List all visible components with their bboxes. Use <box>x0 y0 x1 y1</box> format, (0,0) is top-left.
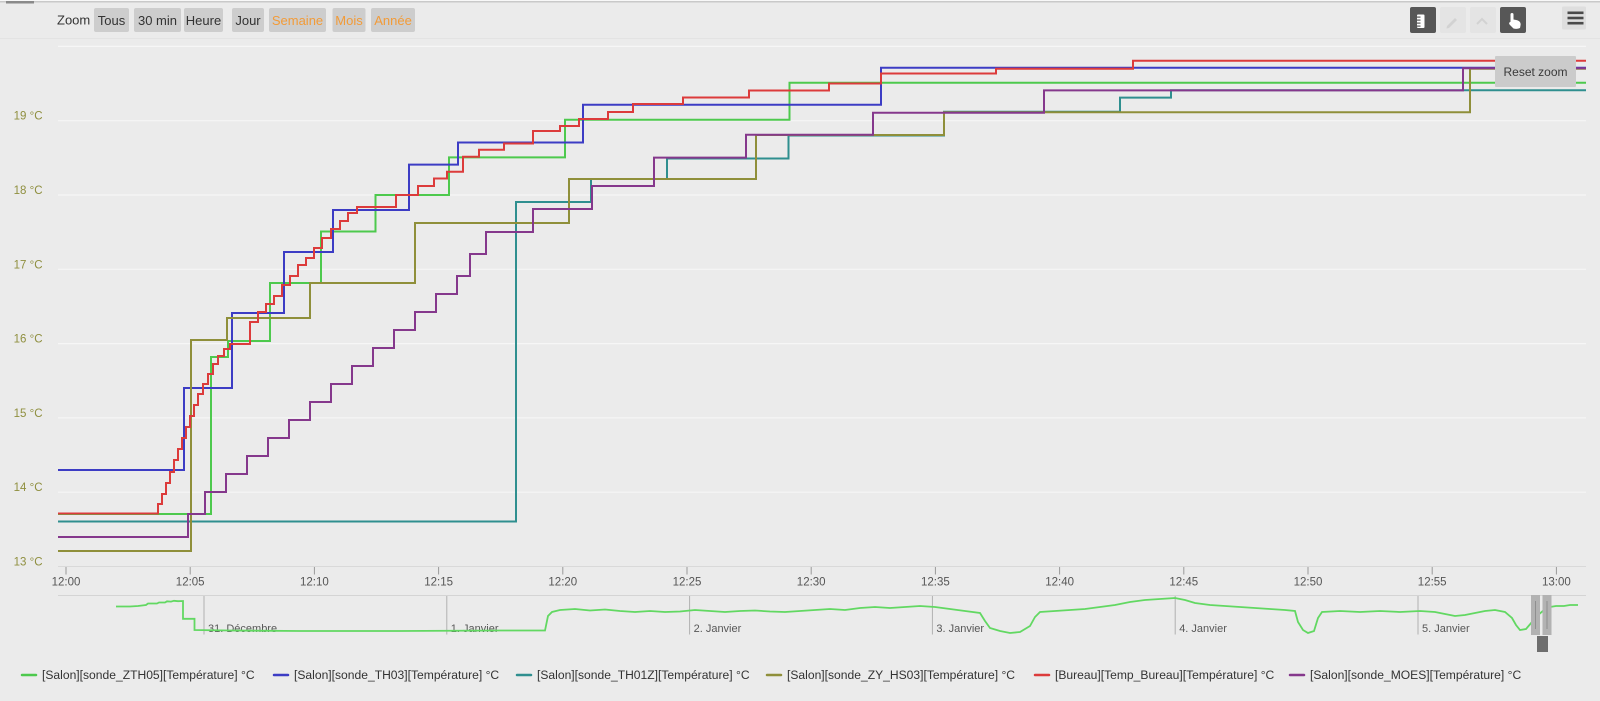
svg-text:12:00: 12:00 <box>52 577 81 589</box>
svg-text:[Salon][sonde_MOES][Températur: [Salon][sonde_MOES][Température] °C <box>1310 668 1521 682</box>
svg-text:Heure: Heure <box>186 13 221 28</box>
svg-text:18 °C: 18 °C <box>14 185 43 197</box>
svg-text:12:55: 12:55 <box>1418 577 1447 589</box>
svg-text:17 °C: 17 °C <box>14 259 43 271</box>
svg-text:[Bureau][Temp_Bureau][Températ: [Bureau][Temp_Bureau][Température] °C <box>1055 668 1275 682</box>
svg-text:1. Janvier: 1. Janvier <box>451 623 499 635</box>
svg-text:Tous: Tous <box>98 13 126 28</box>
svg-text:31. Décembre: 31. Décembre <box>208 623 277 635</box>
svg-text:12:20: 12:20 <box>548 577 577 589</box>
svg-text:12:05: 12:05 <box>176 577 205 589</box>
svg-text:12:50: 12:50 <box>1294 577 1323 589</box>
svg-text:19 °C: 19 °C <box>14 111 43 123</box>
svg-text:2. Janvier: 2. Janvier <box>694 623 742 635</box>
svg-text:12:40: 12:40 <box>1045 577 1074 589</box>
svg-text:12:10: 12:10 <box>300 577 329 589</box>
svg-text:Jour: Jour <box>235 13 261 28</box>
svg-text:12:30: 12:30 <box>797 577 826 589</box>
svg-text:[Salon][sonde_TH01Z][Températu: [Salon][sonde_TH01Z][Température] °C <box>537 668 750 682</box>
svg-text:16 °C: 16 °C <box>14 334 43 346</box>
svg-text:12:35: 12:35 <box>921 577 950 589</box>
svg-text:12:45: 12:45 <box>1169 577 1198 589</box>
svg-text:Année: Année <box>374 13 412 28</box>
svg-text:Reset zoom: Reset zoom <box>1503 65 1567 79</box>
svg-text:[Salon][sonde_ZY_HS03][Tempéra: [Salon][sonde_ZY_HS03][Température] °C <box>787 668 1015 682</box>
svg-text:Mois: Mois <box>335 13 363 28</box>
svg-text:Zoom: Zoom <box>57 13 90 28</box>
svg-text:4. Janvier: 4. Janvier <box>1179 623 1227 635</box>
svg-text:13 °C: 13 °C <box>14 557 43 569</box>
svg-text:15 °C: 15 °C <box>14 408 43 420</box>
svg-text:12:15: 12:15 <box>424 577 453 589</box>
svg-text:Semaine: Semaine <box>272 13 323 28</box>
svg-text:[Salon][sonde_ZTH05][Températu: [Salon][sonde_ZTH05][Température] °C <box>42 668 255 682</box>
svg-text:[Salon][sonde_TH03][Températur: [Salon][sonde_TH03][Température] °C <box>294 668 499 682</box>
svg-text:30 min: 30 min <box>138 13 177 28</box>
svg-text:5. Janvier: 5. Janvier <box>1422 623 1470 635</box>
svg-text:14 °C: 14 °C <box>14 482 43 494</box>
svg-text:13:00: 13:00 <box>1542 577 1571 589</box>
svg-text:12:25: 12:25 <box>673 577 702 589</box>
svg-text:3. Janvier: 3. Janvier <box>936 623 984 635</box>
